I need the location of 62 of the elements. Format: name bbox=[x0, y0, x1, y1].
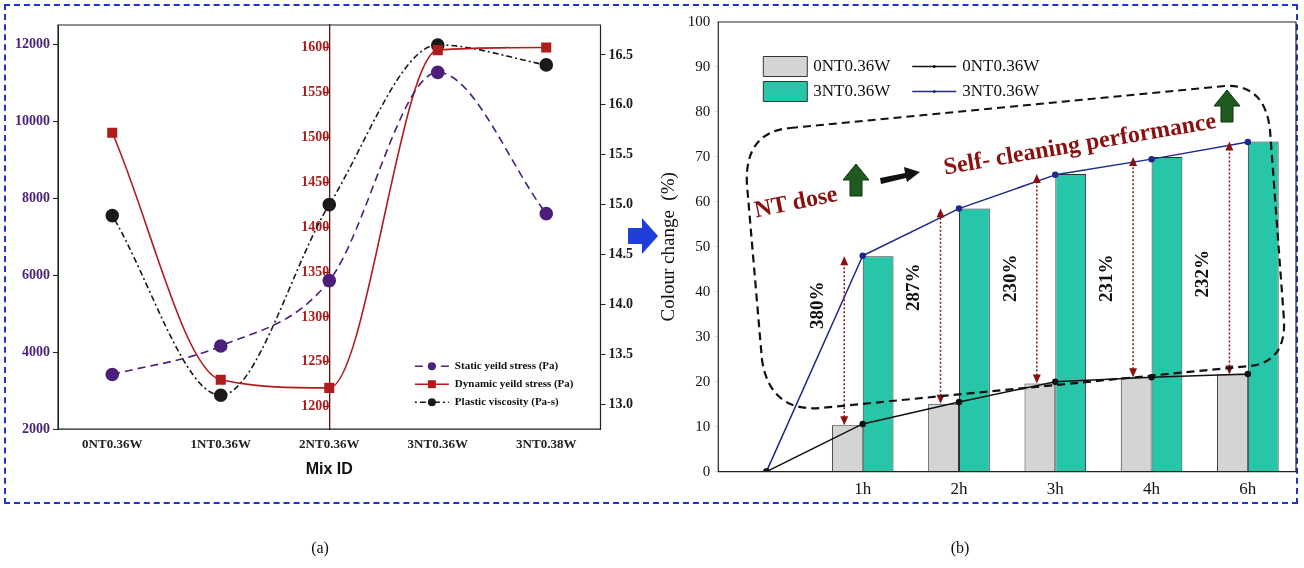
x-tick-label: 2NT0.36W bbox=[299, 436, 360, 452]
annotation: NT dose bbox=[751, 180, 840, 223]
legend-label: 3NT0.36W bbox=[962, 80, 1041, 100]
text: (a) bbox=[311, 539, 329, 558]
y3-tick-label: 16.5 bbox=[608, 46, 633, 62]
y2-tick-label: 1500 bbox=[301, 128, 330, 144]
y-tick-label: 2000 bbox=[22, 420, 50, 436]
y2-tick-label: 1250 bbox=[301, 353, 330, 369]
x-axis-title: Mix ID bbox=[305, 459, 353, 477]
legend-label: Static yeild stress (Pa) bbox=[454, 359, 559, 373]
y-axis-title: Colour change (%) bbox=[657, 172, 680, 322]
y-tick-label: 50 bbox=[695, 237, 711, 254]
y-tick-label: 80 bbox=[695, 102, 711, 119]
y-tick-label: 6000 bbox=[22, 266, 50, 282]
y3-tick-label: 15.0 bbox=[608, 196, 633, 212]
y-tick-label: 40 bbox=[695, 282, 711, 299]
legend-label: 3NT0.36W bbox=[813, 80, 892, 100]
y-tick-label: 8000 bbox=[22, 189, 50, 205]
y-tick-label: 10000 bbox=[15, 112, 50, 128]
y-tick-label: 10 bbox=[695, 417, 711, 434]
x-tick-label: 6h bbox=[1239, 479, 1257, 499]
x-tick-label: 4h bbox=[1143, 479, 1161, 499]
annotation: 232% bbox=[1191, 250, 1213, 298]
legend-label: Plastic viscosity (Pa-s) bbox=[454, 395, 560, 409]
annotation: 287% bbox=[902, 263, 924, 312]
y3-tick-label: 13.5 bbox=[608, 345, 633, 361]
annotation: 380% bbox=[806, 281, 828, 329]
x-tick-label: 2h bbox=[950, 479, 969, 499]
y3-tick-label: 13.0 bbox=[608, 395, 633, 411]
y2-tick-label: 1550 bbox=[301, 83, 330, 99]
x-tick-label: 3h bbox=[1046, 479, 1065, 499]
legend-label: Dynamic yeild stress (Pa) bbox=[454, 377, 574, 391]
y2-tick-label: 1200 bbox=[301, 398, 330, 414]
text: (b) bbox=[950, 539, 970, 558]
y-tick-label: 4000 bbox=[22, 343, 50, 359]
legend-label: 0NT0.36W bbox=[813, 55, 892, 75]
annotation: 231% bbox=[1094, 254, 1116, 303]
y-tick-label: 12000 bbox=[15, 35, 50, 51]
y-tick-label: 30 bbox=[695, 327, 711, 344]
x-tick-label: 1NT0.36W bbox=[190, 436, 251, 452]
annotation: Self- cleaning performance bbox=[941, 107, 1219, 180]
x-tick-label: 3NT0.36W bbox=[407, 436, 468, 452]
y-tick-label: 90 bbox=[695, 57, 711, 74]
y3-tick-label: 16.0 bbox=[608, 96, 633, 112]
legend-label: 0NT0.36W bbox=[962, 55, 1041, 75]
y3-tick-label: 14.0 bbox=[608, 296, 633, 312]
x-tick-label: 1h bbox=[854, 479, 872, 499]
x-tick-label: 3NT0.38W bbox=[516, 436, 577, 452]
annotation: 230% bbox=[998, 254, 1020, 303]
y2-tick-label: 1400 bbox=[301, 218, 330, 234]
y-tick-label: 0 bbox=[702, 462, 711, 479]
x-tick-label: 0NT0.36W bbox=[82, 436, 143, 452]
y2-tick-label: 1600 bbox=[301, 39, 330, 55]
y3-tick-label: 15.5 bbox=[608, 146, 633, 162]
y2-tick-label: 1350 bbox=[301, 263, 330, 279]
y-tick-label: 60 bbox=[695, 192, 711, 209]
y-tick-label: 20 bbox=[695, 372, 711, 389]
y-tick-label: 70 bbox=[695, 147, 711, 164]
y2-tick-label: 1450 bbox=[301, 173, 330, 189]
y-tick-label: 100 bbox=[687, 12, 711, 29]
y3-tick-label: 14.5 bbox=[608, 246, 633, 262]
y2-tick-label: 1300 bbox=[301, 308, 330, 324]
